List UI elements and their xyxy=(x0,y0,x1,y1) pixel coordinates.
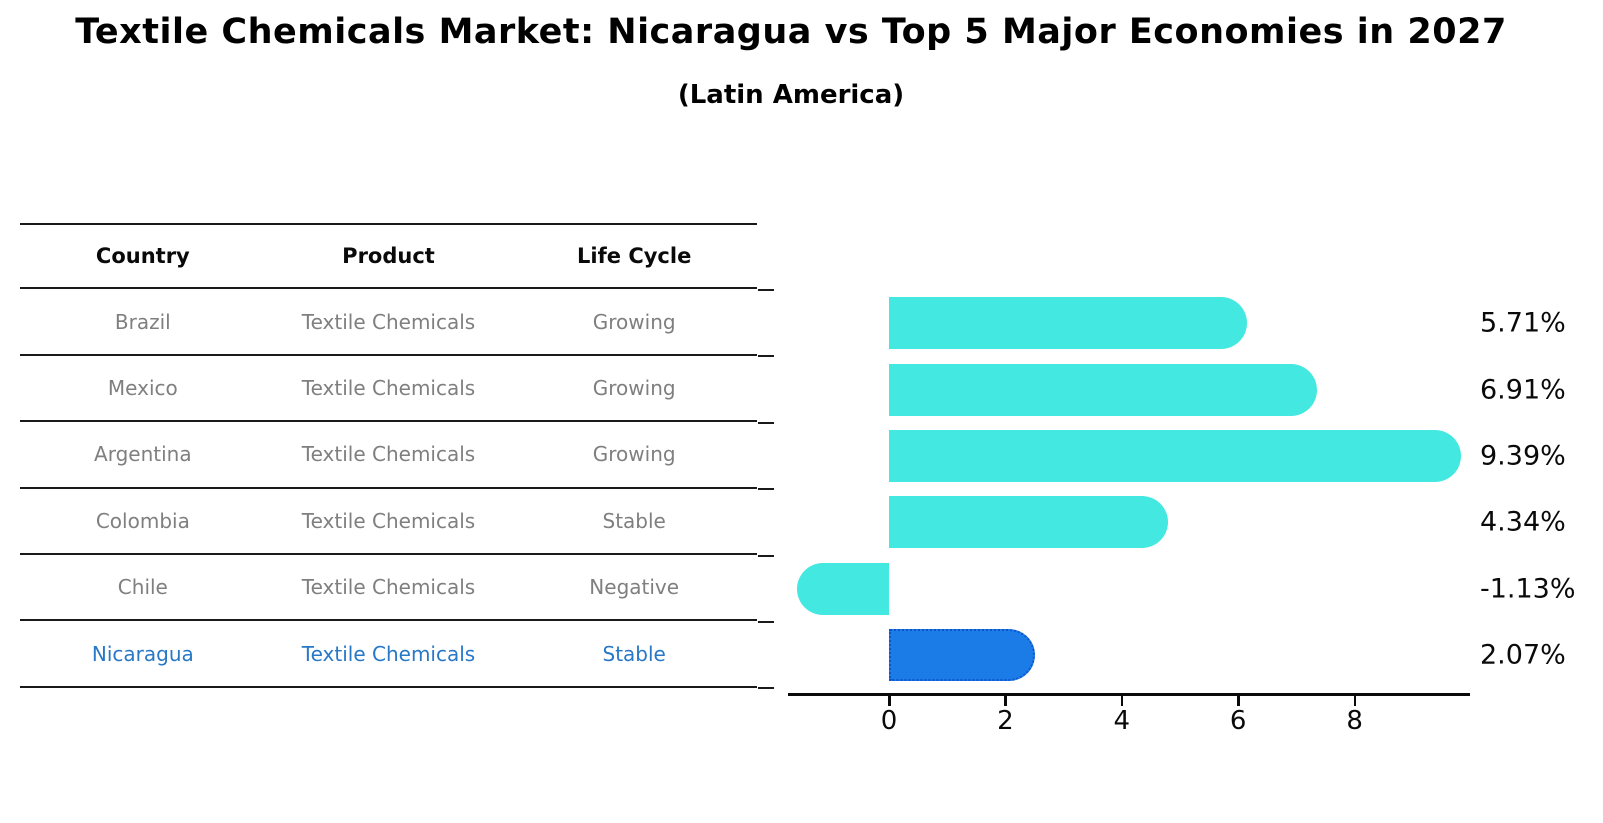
x-tick-mark xyxy=(1004,696,1007,706)
y-tick-mark xyxy=(758,355,774,358)
x-tick-mark xyxy=(1353,696,1357,706)
bar-value-label-nicaragua: 2.07% xyxy=(1480,639,1566,671)
bar-value-label-argentina: 9.39% xyxy=(1480,440,1566,472)
table-cell-life-cycle: Growing xyxy=(592,375,676,400)
table-cell-product: Textile Chemicals xyxy=(301,442,476,467)
y-tick-mark xyxy=(758,488,774,491)
country-table: Country Product Life Cycle Brazil Textile… xyxy=(20,223,757,688)
table-cell-country: Colombia xyxy=(95,508,190,533)
table-cell-life-cycle: Stable xyxy=(602,641,666,666)
bar-colombia xyxy=(889,496,1168,549)
x-tick-mark xyxy=(1237,696,1240,706)
table-cell-life-cycle: Growing xyxy=(592,309,676,334)
x-tick-label: 6 xyxy=(1229,706,1247,736)
bar-nicaragua xyxy=(889,629,1036,682)
x-axis-line xyxy=(788,693,1470,696)
table-cell-country: Argentina xyxy=(94,442,192,467)
bar-chile xyxy=(797,562,889,615)
chart-title: Textile Chemicals Market: Nicaragua vs T… xyxy=(75,12,1507,52)
table-cell-country: Brazil xyxy=(114,309,171,334)
bar-value-label-colombia: 4.34% xyxy=(1480,506,1566,538)
table-cell-country: Chile xyxy=(117,575,168,600)
x-tick-mark xyxy=(888,696,891,706)
x-tick-label: 0 xyxy=(880,706,898,736)
x-tick-label: 4 xyxy=(1113,706,1131,736)
table-header-product: Product xyxy=(342,244,435,269)
bar-value-label-mexico: 6.91% xyxy=(1480,374,1566,406)
y-tick-mark xyxy=(758,421,774,424)
table-cell-product: Textile Chemicals xyxy=(301,375,476,400)
x-tick-label: 2 xyxy=(997,706,1014,736)
y-tick-mark xyxy=(758,621,774,623)
table-cell-product: Textile Chemicals xyxy=(301,309,476,334)
y-tick-mark xyxy=(758,687,774,690)
chart-subtitle: (Latin America) xyxy=(677,80,905,110)
x-tick-mark xyxy=(1120,696,1124,706)
table-row-nicaragua: Nicaragua Textile Chemicals Stable xyxy=(20,621,757,688)
bar-value-label-chile: -1.13% xyxy=(1480,573,1576,605)
bar-chart: 5.71% 6.91% 9.39% 4.34% -1.13% 2.07% 0 2 4 6 8 xyxy=(758,289,1603,750)
bar-argentina xyxy=(889,430,1462,482)
table-row-brazil: Brazil Textile Chemicals Growing xyxy=(20,289,757,356)
country-table-body: Brazil Textile Chemicals Growing Mexico Text… xyxy=(20,289,757,688)
table-row-chile: Chile Textile Chemicals Negative xyxy=(20,555,757,622)
bar-value-label-brazil: 5.71% xyxy=(1480,307,1566,339)
y-tick-mark xyxy=(758,554,774,557)
table-cell-country: Mexico xyxy=(107,375,178,400)
bar-mexico xyxy=(889,363,1318,416)
table-row-mexico: Mexico Textile Chemicals Growing xyxy=(20,356,757,423)
table-cell-product: Textile Chemicals xyxy=(301,508,476,533)
table-cell-life-cycle: Negative xyxy=(589,575,680,600)
table-cell-product: Textile Chemicals xyxy=(301,641,476,666)
y-tick-mark xyxy=(758,289,774,291)
table-header-row: Country Product Life Cycle xyxy=(20,223,757,290)
bar-brazil xyxy=(889,297,1248,350)
table-row-colombia: Colombia Textile Chemicals Stable xyxy=(20,489,757,555)
table-header-country: Country xyxy=(95,244,190,269)
table-cell-life-cycle: Stable xyxy=(602,508,666,533)
table-cell-life-cycle: Growing xyxy=(592,442,676,467)
table-row-argentina: Argentina Textile Chemicals Growing xyxy=(20,422,757,489)
x-tick-label: 8 xyxy=(1346,706,1363,736)
table-header-life-cycle: Life Cycle xyxy=(577,244,692,269)
table-cell-product: Textile Chemicals xyxy=(301,575,476,600)
table-cell-country: Nicaragua xyxy=(91,641,194,666)
